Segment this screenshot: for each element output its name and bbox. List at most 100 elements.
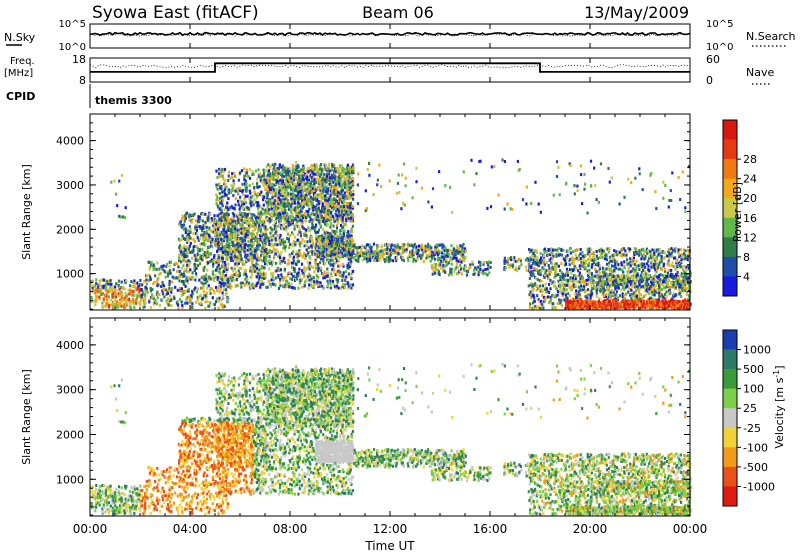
power-point <box>262 198 265 202</box>
power-point <box>324 220 327 224</box>
power-point <box>202 233 205 237</box>
power-point <box>279 256 282 260</box>
power-point <box>236 247 239 251</box>
power-point <box>389 258 392 262</box>
power-point <box>327 172 331 176</box>
power-point <box>233 216 236 220</box>
power-point <box>321 202 324 206</box>
power-point <box>287 183 290 187</box>
power-point <box>235 278 238 281</box>
power-point <box>317 280 320 284</box>
power-point <box>234 223 237 227</box>
power-point <box>195 290 199 294</box>
power-point <box>189 241 192 245</box>
power-point <box>253 186 256 190</box>
power-point <box>242 212 245 216</box>
power-point <box>279 218 283 222</box>
power-point <box>396 256 399 260</box>
power-point <box>345 232 349 235</box>
power-point <box>196 295 199 299</box>
power-point <box>148 273 151 277</box>
power-point <box>116 300 119 304</box>
power-point <box>234 197 237 201</box>
power-point <box>548 266 551 270</box>
power-point <box>509 263 512 267</box>
power-point <box>324 180 327 184</box>
power-point <box>352 176 355 180</box>
power-point <box>312 241 315 245</box>
power-point <box>262 233 265 237</box>
power-point <box>312 276 315 280</box>
power-point <box>251 200 254 204</box>
power-point <box>298 251 301 255</box>
power-point <box>377 245 380 249</box>
power-point <box>365 248 368 252</box>
power-point <box>322 276 325 280</box>
power-point <box>241 281 245 285</box>
power-point <box>342 225 345 229</box>
power-point <box>100 288 103 292</box>
power-point <box>285 173 288 177</box>
power-point <box>180 289 183 293</box>
power-point <box>225 230 228 234</box>
power-point <box>258 185 261 189</box>
power-point <box>330 174 333 178</box>
power-point <box>168 286 171 290</box>
power-point <box>279 252 282 256</box>
power-point <box>109 298 112 302</box>
power-point <box>302 178 305 182</box>
power-point <box>201 229 204 233</box>
power-point <box>238 247 241 251</box>
power-point <box>185 229 188 233</box>
noise-search-line <box>89 33 691 37</box>
power-point <box>165 288 168 292</box>
power-point <box>326 258 329 262</box>
power-point <box>538 259 542 263</box>
power-point <box>268 282 272 286</box>
power-point <box>253 188 256 192</box>
power-point <box>238 266 241 270</box>
power-point <box>329 225 332 229</box>
power-point <box>164 270 167 274</box>
power-point <box>183 244 186 248</box>
power-point <box>323 273 326 277</box>
power-point <box>548 272 551 276</box>
power-point <box>247 253 250 257</box>
power-point <box>543 263 546 267</box>
power-point <box>302 180 305 184</box>
power-point <box>520 263 523 267</box>
power-point <box>189 236 192 240</box>
power-point <box>317 230 320 234</box>
power-point <box>370 250 373 253</box>
power-point <box>212 262 215 266</box>
power-point <box>252 286 255 290</box>
power-point <box>271 250 274 254</box>
power-point <box>273 165 276 169</box>
power-point <box>258 243 261 247</box>
power-point <box>242 206 245 210</box>
power-point <box>143 290 146 294</box>
power-point <box>201 248 204 251</box>
power-point <box>231 220 234 224</box>
power-point <box>312 284 315 288</box>
power-point <box>220 298 223 302</box>
power-point <box>241 262 244 266</box>
power-point <box>257 228 260 232</box>
power-point <box>309 250 312 254</box>
power-point <box>289 242 292 246</box>
power-point <box>252 263 255 267</box>
power-point <box>504 266 507 270</box>
power-point <box>314 260 317 264</box>
power-point <box>146 274 149 278</box>
power-point <box>181 304 184 307</box>
power-point <box>303 232 306 236</box>
power-point <box>545 269 548 272</box>
power-point <box>191 256 194 260</box>
power-point <box>335 278 338 282</box>
power-point <box>345 207 348 211</box>
power-point <box>123 287 126 291</box>
power-point <box>266 285 269 289</box>
power-point <box>483 261 486 265</box>
power-point <box>254 265 257 269</box>
power-point <box>98 297 101 301</box>
